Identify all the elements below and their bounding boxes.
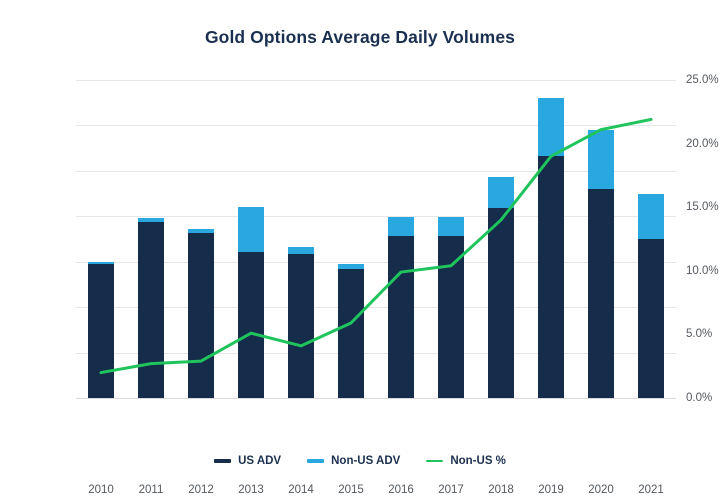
bar-column[interactable]	[588, 80, 614, 398]
y-axis-right-tick-label: 25.0%	[686, 74, 719, 86]
bar-segment-non-us-adv[interactable]	[138, 218, 164, 223]
legend-item-us-adv[interactable]: US ADV	[214, 455, 281, 467]
bar-segment-us-adv[interactable]	[588, 189, 614, 398]
x-axis-tick-label: 2014	[288, 484, 314, 496]
x-axis-tick-label: 2010	[88, 484, 114, 496]
bar-segment-non-us-adv[interactable]	[238, 206, 264, 253]
gridline	[76, 352, 676, 354]
legend-swatch-icon	[214, 459, 232, 463]
y-axis-right-tick-label: 20.0%	[686, 137, 719, 150]
x-axis-tick-label: 2016	[388, 484, 414, 496]
bar-segment-us-adv[interactable]	[438, 236, 464, 398]
bar-segment-non-us-adv[interactable]	[388, 217, 414, 237]
bar-segment-us-adv[interactable]	[338, 269, 364, 398]
bar-segment-non-us-adv[interactable]	[638, 193, 664, 239]
bar-segment-us-adv[interactable]	[388, 236, 414, 398]
legend-label: Non-US ADV	[331, 455, 401, 467]
legend-label: US ADV	[238, 455, 282, 467]
x-axis-tick-label: 2018	[488, 484, 514, 496]
y-axis-right-tick-label: 15.0%	[686, 201, 719, 214]
y-axis-left-ticks: 010,00020,00030,00040,00050,00060,00070,…	[76, 80, 676, 398]
bar-segment-us-adv[interactable]	[638, 239, 664, 398]
gridline	[76, 261, 676, 263]
gridline	[76, 398, 676, 399]
bar-column[interactable]	[288, 80, 314, 398]
bar-segment-non-us-adv[interactable]	[488, 177, 514, 209]
gridline	[76, 125, 676, 127]
bar-segment-non-us-adv[interactable]	[438, 217, 464, 237]
chart-legend: US ADV Non-US ADV Non-US %	[0, 455, 720, 467]
y-axis-right-tick-label: 5.0%	[686, 328, 713, 341]
bar-column[interactable]	[438, 80, 464, 398]
bar-segment-us-adv[interactable]	[188, 232, 214, 398]
bar-segment-us-adv[interactable]	[238, 252, 264, 398]
bar-segment-non-us-adv[interactable]	[588, 129, 614, 190]
bar-column[interactable]	[88, 80, 114, 398]
x-axis-tick-label: 2021	[638, 484, 664, 496]
bar-column[interactable]	[388, 80, 414, 398]
bar-column[interactable]	[538, 80, 564, 398]
bar-column[interactable]	[138, 80, 164, 398]
bar-segment-us-adv[interactable]	[138, 222, 164, 398]
gridline	[76, 170, 676, 172]
bar-segment-non-us-adv[interactable]	[338, 263, 364, 270]
bar-column[interactable]	[338, 80, 364, 398]
legend-swatch-icon	[426, 459, 444, 463]
line-series-non-us-pct	[99, 117, 653, 375]
bar-segment-non-us-adv[interactable]	[88, 261, 114, 265]
legend-label: Non-US %	[450, 455, 506, 467]
bar-column[interactable]	[638, 80, 664, 398]
x-axis-tick-label: 2020	[588, 484, 614, 496]
y-axis-right-tick-label: 10.0%	[686, 264, 719, 277]
bar-segment-non-us-adv[interactable]	[288, 247, 314, 254]
gridline	[76, 216, 676, 218]
bar-segment-us-adv[interactable]	[538, 155, 564, 398]
bar-column[interactable]	[238, 80, 264, 398]
bar-column[interactable]	[188, 80, 214, 398]
gridline	[76, 307, 676, 309]
bar-segment-non-us-adv[interactable]	[538, 98, 564, 156]
x-axis-tick-label: 2013	[238, 484, 264, 496]
x-axis-tick-label: 2011	[138, 484, 164, 496]
bar-segment-us-adv[interactable]	[88, 264, 114, 398]
bar-segment-us-adv[interactable]	[488, 208, 514, 398]
x-axis-tick-label: 2015	[338, 484, 364, 496]
legend-item-non-us[interactable]: Non-US %	[426, 455, 506, 467]
chart-title: Gold Options Average Daily Volumes	[204, 27, 516, 47]
legend-swatch-icon	[307, 459, 325, 463]
gridline	[76, 80, 676, 81]
y-axis-right-ticks: 0.0% 5.0% 10.0% 15.0% 20.0% 25.0%	[76, 74, 719, 404]
plot-area: 010,00020,00030,00040,00050,00060,00070,…	[76, 74, 719, 496]
x-axis-tick-label: 2017	[438, 484, 464, 496]
y-axis-right-tick-label: 0.0%	[686, 392, 713, 404]
x-axis-tick-label: 2019	[538, 484, 564, 496]
bar-segment-non-us-adv[interactable]	[188, 229, 214, 233]
bar-segment-us-adv[interactable]	[288, 253, 314, 398]
legend-item-non-us-adv[interactable]: Non-US ADV	[307, 455, 400, 467]
bar-column[interactable]	[488, 80, 514, 398]
x-axis-tick-label: 2012	[188, 484, 214, 496]
